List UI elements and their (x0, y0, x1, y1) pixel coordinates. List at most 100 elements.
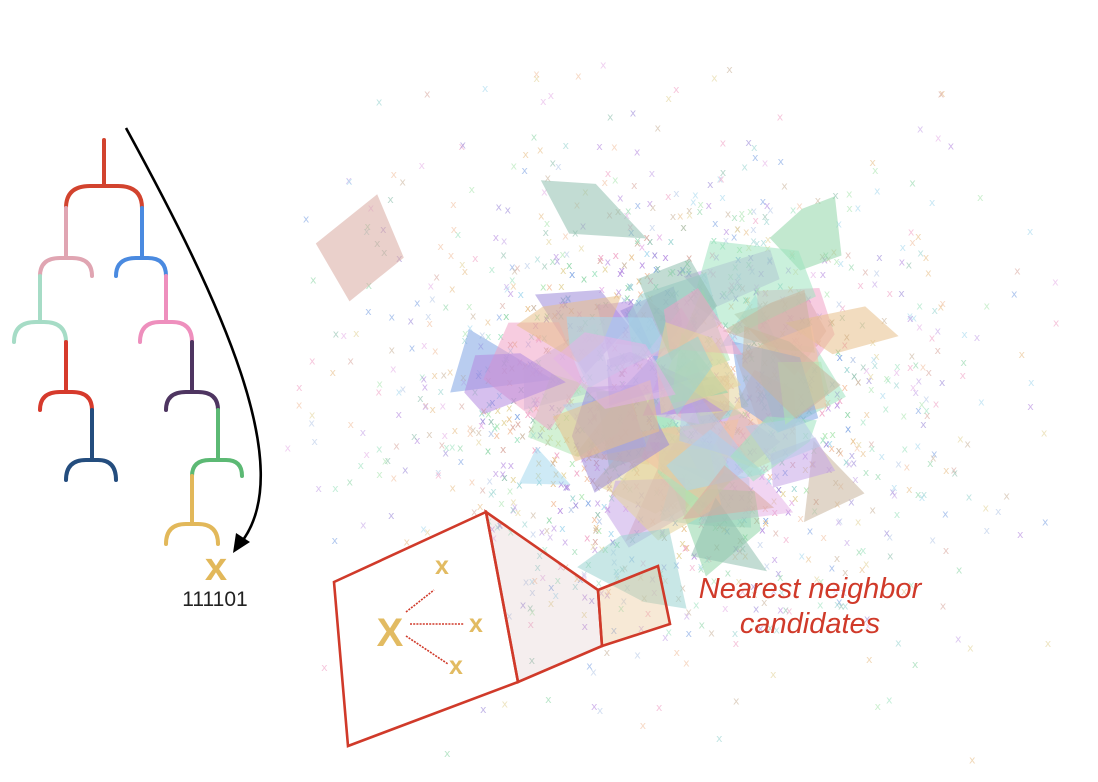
data-point-marker: x (699, 618, 706, 631)
partition-cell (690, 497, 768, 572)
data-point-marker: x (909, 236, 916, 249)
data-point-marker: x (435, 466, 442, 479)
partition-cell (464, 353, 566, 415)
data-point-marker: x (562, 536, 569, 549)
data-point-marker: x (411, 430, 418, 443)
data-point-marker: x (752, 214, 759, 227)
data-point-marker: x (640, 719, 647, 732)
data-point-marker: x (929, 331, 936, 344)
data-point-marker: x (783, 533, 790, 546)
data-point-marker: x (537, 144, 544, 157)
data-point-marker: x (443, 301, 450, 314)
data-point-marker: x (771, 585, 778, 598)
data-point-marker: x (942, 508, 949, 521)
data-point-marker: x (449, 283, 456, 296)
data-point-marker: x (907, 312, 914, 325)
data-point-marker: x (685, 627, 692, 640)
data-point-marker: x (845, 422, 852, 435)
distance-lines (405, 589, 464, 665)
data-point-marker: x (777, 110, 784, 123)
data-point-marker: x (346, 476, 353, 489)
data-point-marker: x (418, 159, 425, 172)
data-point-marker: x (854, 442, 861, 455)
data-point-marker: x (549, 255, 556, 268)
data-point-marker: x (926, 366, 933, 379)
data-point-marker: x (634, 146, 641, 159)
data-point-marker: x (602, 262, 609, 275)
data-point-marker: x (590, 666, 597, 679)
data-point-marker: x (860, 544, 867, 557)
data-point-marker: x (948, 140, 955, 153)
data-point-marker: x (698, 563, 705, 576)
data-point-marker: x (935, 325, 942, 338)
data-point-marker: x (551, 522, 558, 535)
data-point-marker: x (716, 732, 723, 745)
leaf-code: 111101 (182, 588, 248, 611)
data-point-marker: x (557, 504, 564, 517)
data-point-marker: x (777, 571, 784, 584)
data-point-marker: x (527, 601, 534, 614)
data-point-marker: x (939, 297, 946, 310)
data-point-marker: x (860, 415, 867, 428)
data-point-marker: x (598, 587, 605, 600)
data-point-marker: x (514, 410, 521, 423)
data-point-marker: x (723, 234, 730, 247)
data-point-marker: x (557, 560, 564, 573)
data-point-marker: x (485, 316, 492, 329)
data-point-marker: x (893, 379, 900, 392)
data-point-marker: x (424, 525, 431, 538)
data-point-marker: x (478, 419, 485, 432)
data-point-marker: x (540, 281, 547, 294)
data-point-marker: x (582, 620, 589, 633)
data-point-marker: x (734, 223, 741, 236)
data-point-marker: x (665, 92, 672, 105)
data-point-marker: x (873, 266, 880, 279)
data-point-marker: x (840, 586, 847, 599)
data-point-marker: x (435, 468, 442, 481)
data-point-marker: x (929, 196, 936, 209)
data-point-marker: x (886, 694, 893, 707)
data-point-marker: x (1019, 348, 1026, 361)
data-point-marker: x (488, 427, 495, 440)
data-point-marker: x (604, 646, 611, 659)
candidate-point-symbol: x (435, 552, 449, 580)
data-point-marker: x (833, 255, 840, 268)
data-point-marker: x (597, 254, 604, 267)
data-point-marker: x (868, 383, 875, 396)
data-point-marker: x (489, 263, 496, 276)
data-point-marker: x (927, 457, 934, 470)
data-point-marker: x (414, 434, 421, 447)
data-point-marker: x (581, 608, 588, 621)
data-point-marker: x (649, 167, 656, 180)
data-point-marker: x (842, 600, 849, 613)
data-point-marker: x (612, 249, 619, 262)
data-point-marker: x (617, 267, 624, 280)
data-point-marker: x (581, 570, 588, 583)
data-point-marker: x (493, 231, 500, 244)
data-point-marker: x (626, 279, 633, 292)
data-point-marker: x (850, 353, 857, 366)
data-point-marker: x (390, 168, 397, 181)
data-point-marker: x (402, 464, 409, 477)
data-point-marker: x (577, 573, 584, 586)
data-point-marker: x (832, 583, 839, 596)
data-point-marker: x (995, 505, 1002, 518)
data-point-marker: x (602, 176, 609, 189)
data-point-marker: x (462, 265, 469, 278)
data-point-marker: x (501, 416, 508, 429)
data-point-marker: x (507, 485, 514, 498)
data-point-marker: x (555, 160, 562, 173)
data-point-marker: x (529, 575, 536, 588)
data-point-marker: x (607, 110, 614, 123)
data-point-marker: x (451, 223, 458, 236)
data-point-marker: x (581, 272, 588, 285)
partition-cell (785, 306, 899, 355)
data-point-marker: x (562, 229, 569, 242)
data-point-marker: x (977, 191, 984, 204)
data-point-marker: x (404, 535, 411, 548)
data-point-marker: x (865, 620, 872, 633)
data-point-marker: x (939, 376, 946, 389)
data-point-marker: x (869, 442, 876, 455)
data-point-marker: x (933, 398, 940, 411)
tree-split-ll (12, 320, 68, 344)
